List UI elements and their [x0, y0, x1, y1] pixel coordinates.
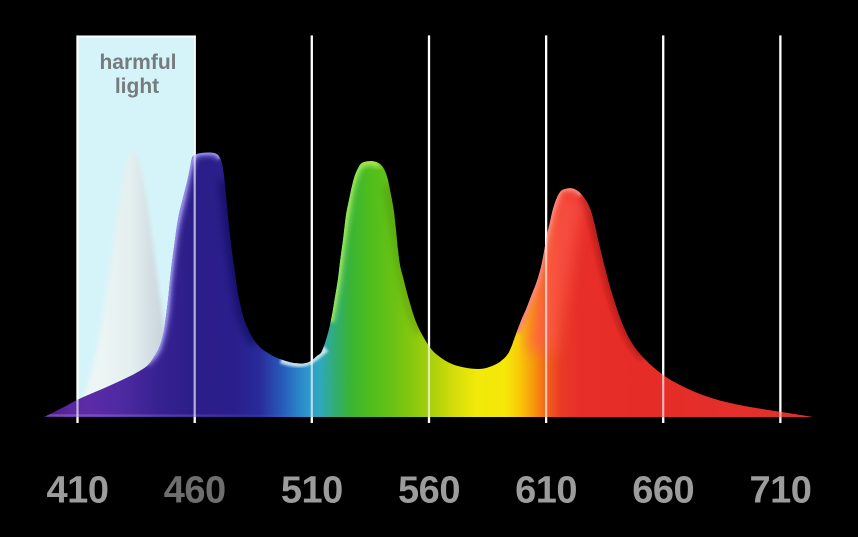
svg-text:710: 710 — [749, 469, 811, 511]
svg-text:light: light — [115, 75, 159, 98]
svg-text:harmful: harmful — [99, 51, 176, 74]
svg-text:610: 610 — [515, 469, 577, 511]
svg-text:510: 510 — [281, 469, 343, 511]
svg-text:560: 560 — [398, 469, 460, 511]
svg-text:460: 460 — [164, 469, 226, 511]
svg-text:660: 660 — [632, 469, 694, 511]
svg-text:410: 410 — [47, 469, 109, 511]
